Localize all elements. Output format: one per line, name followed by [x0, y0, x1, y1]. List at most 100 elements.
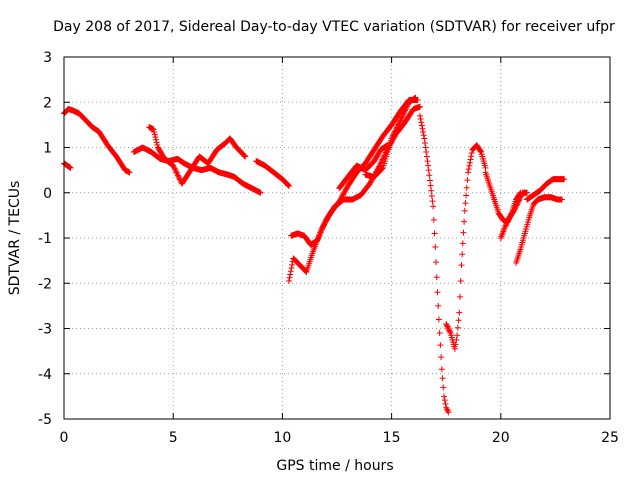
data-point [284, 181, 291, 188]
data-point [402, 107, 409, 114]
data-point [512, 205, 519, 212]
data-point [412, 94, 419, 101]
data-point [426, 177, 433, 184]
data-point [428, 187, 435, 194]
x-tick-label: 20 [492, 430, 510, 446]
x-tick-label: 0 [60, 430, 69, 446]
data-point [286, 274, 293, 281]
data-point [446, 328, 453, 335]
data-point [398, 115, 405, 122]
data-point [423, 153, 430, 160]
data-point [391, 128, 398, 135]
data-point [422, 144, 429, 151]
data-point [504, 218, 511, 225]
series-track-o [524, 176, 568, 203]
series-track-a [61, 106, 133, 176]
data-point [242, 153, 249, 160]
series-track-e [253, 158, 292, 189]
data-point [442, 400, 449, 407]
data-point [404, 102, 411, 109]
data-point [443, 320, 450, 327]
data-point [461, 218, 468, 225]
data-point [402, 106, 409, 113]
data-point [395, 121, 402, 128]
data-point [170, 162, 177, 169]
data-point [432, 244, 439, 251]
data-point [435, 316, 442, 323]
data-point [504, 219, 511, 226]
data-point [174, 172, 181, 179]
data-point [420, 128, 427, 135]
data-point [446, 327, 453, 334]
data-point [289, 261, 296, 268]
y-tick-label: -2 [38, 276, 52, 292]
data-point [67, 164, 74, 171]
data-point [170, 163, 177, 170]
data-point [561, 176, 568, 183]
data-point [441, 393, 448, 400]
data-point [175, 173, 182, 180]
data-point [440, 384, 447, 391]
data-point [515, 197, 522, 204]
data-point [176, 175, 183, 182]
data-point [438, 366, 445, 373]
data-point [517, 194, 524, 201]
data-point [514, 200, 521, 207]
data-point [287, 271, 294, 278]
data-point [445, 326, 452, 333]
data-point [400, 111, 407, 118]
data-point [418, 122, 425, 129]
data-point [398, 114, 405, 121]
data-point [444, 323, 451, 330]
data-point [510, 207, 517, 214]
data-point [421, 135, 428, 142]
data-point [513, 202, 520, 209]
plot-area [61, 94, 568, 416]
data-point [444, 407, 451, 414]
data-point [174, 170, 181, 177]
data-point [404, 103, 411, 110]
x-tick-label: 10 [273, 430, 291, 446]
data-point [399, 113, 406, 120]
data-point [514, 201, 521, 208]
data-point [285, 182, 292, 189]
series-track-b [61, 160, 74, 171]
data-point [397, 117, 404, 124]
data-point [171, 165, 178, 172]
data-point [461, 207, 468, 214]
data-point [392, 127, 399, 134]
y-tick-label: 1 [43, 141, 52, 157]
data-point [172, 168, 179, 175]
data-point [459, 240, 466, 247]
data-point [388, 135, 395, 142]
data-point [416, 112, 423, 119]
data-point [435, 302, 442, 309]
data-point [421, 139, 428, 146]
data-point [462, 200, 469, 207]
data-point [389, 134, 396, 141]
data-point [153, 139, 160, 146]
data-point [459, 251, 466, 258]
data-point [428, 192, 435, 199]
data-point [466, 162, 473, 169]
data-point [456, 309, 463, 316]
data-point [457, 293, 464, 300]
series-track-c [130, 144, 264, 196]
data-point [436, 330, 443, 337]
data-point [431, 230, 438, 237]
series-track-k [443, 142, 489, 352]
y-tick-label: -3 [38, 322, 52, 338]
data-point [468, 149, 475, 156]
y-axis-label: SDTVAR / TECUs [7, 181, 23, 296]
x-tick-label: 25 [601, 430, 619, 446]
data-point [443, 406, 450, 413]
data-point [458, 262, 465, 269]
series-track-h [336, 142, 391, 192]
data-point [516, 196, 523, 203]
data-point [429, 198, 436, 205]
axis-ticks: 0 5 10 15 20 25 -5 -4 -3 -2 -1 0 1 2 3 [38, 50, 619, 446]
data-point [285, 182, 292, 189]
data-point [376, 162, 383, 169]
data-point [378, 159, 385, 166]
series-track-m [497, 189, 531, 241]
